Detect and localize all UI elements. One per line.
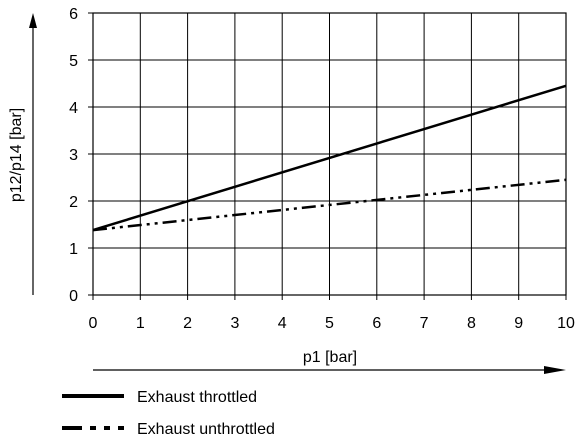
x-axis-title: p1 [bar] (303, 349, 357, 366)
series-line-exhaust-unthrottled (92, 178, 567, 232)
legend-label-throttled: Exhaust throttled (137, 389, 257, 406)
legend-label-unthrottled: Exhaust unthrottled (137, 421, 275, 438)
x-tick-label-9: 9 (514, 315, 523, 332)
x-tick-label-5: 5 (325, 315, 334, 332)
y-tick-labels: 0 1 2 3 4 5 6 (69, 6, 78, 305)
x-tick-label-7: 7 (420, 315, 429, 332)
x-tick-label-1: 1 (136, 315, 145, 332)
legend: Exhaust throttled Exhaust unthrottled (62, 389, 275, 438)
x-tick-label-6: 6 (372, 315, 381, 332)
y-tick-label-1: 1 (69, 241, 78, 258)
x-tick-label-2: 2 (183, 315, 192, 332)
grid (88, 12, 567, 300)
x-axis-arrowhead (544, 366, 566, 374)
x-tick-labels: 0 1 2 3 4 5 6 7 8 9 10 (89, 315, 575, 332)
x-tick-label-4: 4 (278, 315, 287, 332)
y-tick-label-6: 6 (69, 6, 78, 23)
y-axis-title: p12/p14 [bar] (8, 108, 25, 202)
series-line-exhaust-throttled (92, 84, 567, 232)
x-tick-label-10: 10 (557, 315, 575, 332)
y-tick-label-5: 5 (69, 53, 78, 70)
y-tick-label-3: 3 (69, 147, 78, 164)
y-axis-arrowhead (29, 13, 37, 28)
y-tick-label-2: 2 (69, 194, 78, 211)
x-tick-label-3: 3 (230, 315, 239, 332)
y-tick-label-4: 4 (69, 100, 78, 117)
plot-frame (92, 12, 567, 296)
series-layer (92, 84, 567, 232)
x-tick-label-0: 0 (89, 315, 98, 332)
y-tick-label-0: 0 (69, 288, 78, 305)
x-tick-label-8: 8 (467, 315, 476, 332)
